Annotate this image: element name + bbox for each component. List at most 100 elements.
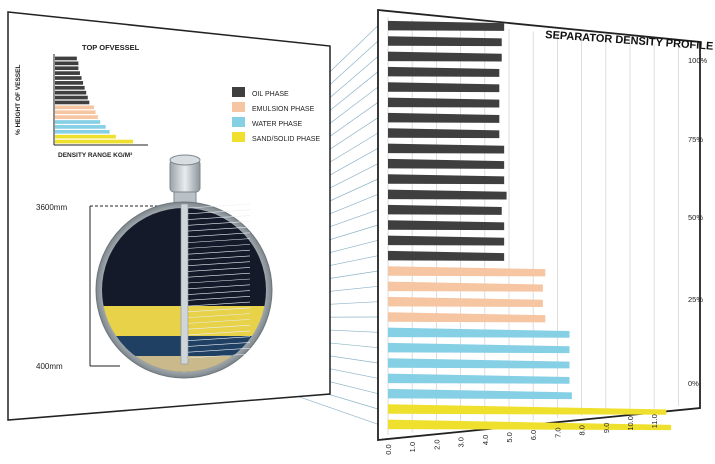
legend-label-emulsion: EMULSION PHASE bbox=[252, 106, 315, 113]
vessel-top-label: 3600mm bbox=[36, 203, 67, 212]
probe-sample-line bbox=[187, 301, 251, 307]
y-tick-label: 75% bbox=[688, 135, 703, 144]
probe-sample-line bbox=[187, 296, 251, 301]
y-tick-label: 50% bbox=[688, 213, 703, 222]
right-panel: 0.0 1.0 2.0 3.0 4.0 5.0 6.0 7.0 8.0 9.0 10.0 11.0 1… bbox=[377, 9, 714, 455]
inset-bar bbox=[55, 134, 116, 139]
chart-bar bbox=[388, 373, 570, 384]
chart-bar bbox=[388, 143, 505, 154]
chart-bar bbox=[388, 388, 572, 400]
chart-bar bbox=[388, 97, 500, 108]
chart-bar bbox=[388, 36, 502, 47]
probe-sample-line bbox=[187, 255, 251, 261]
chart-bar bbox=[388, 220, 505, 231]
inset-bar bbox=[55, 129, 110, 134]
probe-sample-line bbox=[187, 336, 251, 341]
probe-sample-line bbox=[187, 272, 251, 278]
probe-sample-line bbox=[187, 347, 251, 353]
chart-bar bbox=[388, 82, 500, 93]
inset-bar bbox=[55, 61, 79, 66]
y-tick-label: 25% bbox=[688, 295, 703, 304]
probe-sample-line bbox=[187, 307, 251, 313]
inset-bar bbox=[55, 125, 106, 129]
inset-chart-title: TOP OFVESSEL bbox=[82, 43, 140, 52]
inset-bar bbox=[55, 81, 84, 85]
probe-sample-line bbox=[187, 244, 251, 249]
inset-bar bbox=[55, 71, 80, 75]
x-tick-label: 5.0 bbox=[505, 432, 514, 442]
probe-sample-line bbox=[187, 261, 251, 266]
probe-sample-line bbox=[187, 203, 251, 209]
x-tick-label: 0.0 bbox=[384, 444, 393, 454]
inset-bar bbox=[55, 100, 90, 105]
probe-sample-line bbox=[187, 330, 251, 336]
y-tick-label: 100% bbox=[688, 56, 708, 65]
legend-label-oil: OIL PHASE bbox=[252, 91, 289, 98]
chart-bar bbox=[388, 174, 505, 185]
probe-sample-line bbox=[187, 284, 251, 290]
x-tick-label: 7.0 bbox=[553, 427, 562, 437]
chart-bar bbox=[388, 404, 667, 415]
legend: OIL PHASE EMULSION PHASE WATER PHASE SAN… bbox=[232, 87, 320, 143]
legend-swatch-oil bbox=[232, 87, 245, 97]
probe-rod bbox=[180, 203, 189, 365]
probe-sample-line bbox=[187, 319, 251, 324]
chart-bar bbox=[388, 158, 505, 169]
inset-bar bbox=[55, 90, 87, 95]
x-tick-labels: 0.0 1.0 2.0 3.0 4.0 5.0 6.0 7.0 8.0 9.0 10.0 11.0 bbox=[384, 414, 659, 455]
inset-bar bbox=[55, 110, 96, 115]
inset-bar bbox=[55, 115, 98, 119]
probe-sample-line bbox=[187, 215, 251, 220]
inset-chart-ylabel: % HEIGHT OF VESSEL bbox=[15, 65, 22, 135]
chart-bar bbox=[388, 51, 502, 62]
inset-bar bbox=[55, 85, 85, 90]
probe-lines bbox=[187, 203, 251, 359]
probe-sample-line bbox=[187, 353, 251, 359]
inset-bar bbox=[55, 95, 88, 100]
legend-label-sand: SAND/SOLID PHASE bbox=[252, 136, 320, 143]
vessel-bottom-label: 400mm bbox=[36, 362, 63, 371]
probe-sample-line bbox=[187, 313, 251, 318]
chart-bar bbox=[388, 189, 507, 200]
chart-bars bbox=[388, 20, 672, 431]
inset-bar bbox=[55, 105, 94, 110]
probe-sample-line bbox=[187, 267, 251, 272]
y-tick-label: 0% bbox=[688, 379, 699, 388]
chart-bar bbox=[388, 266, 546, 277]
probe-sample-line bbox=[187, 226, 251, 232]
height-markers: 3600mm 400mm bbox=[36, 203, 196, 371]
inset-bar bbox=[55, 120, 101, 124]
probe-sample-line bbox=[187, 221, 251, 226]
y-tick-labels: 100% 75% 50% 25% 0% bbox=[688, 56, 708, 388]
chart-bar bbox=[388, 235, 505, 246]
x-tick-label: 10.0 bbox=[626, 416, 635, 431]
legend-swatch-water bbox=[232, 117, 245, 127]
inset-bar bbox=[55, 76, 82, 80]
legend-label-water: WATER PHASE bbox=[252, 121, 303, 128]
probe-sample-line bbox=[187, 238, 251, 243]
chart-bar bbox=[388, 296, 543, 307]
probe-sample-line bbox=[187, 290, 251, 295]
x-tick-label: 4.0 bbox=[481, 435, 490, 445]
chart-bar bbox=[388, 204, 502, 215]
x-tick-label: 6.0 bbox=[529, 430, 538, 440]
sensor-cap bbox=[169, 154, 201, 166]
separator-vessel bbox=[95, 154, 273, 379]
x-tick-label: 2.0 bbox=[432, 439, 441, 449]
chart-bar bbox=[388, 112, 500, 123]
chart-bar bbox=[388, 342, 570, 354]
chart-bar bbox=[388, 20, 505, 31]
chart-bar bbox=[388, 66, 500, 77]
inset-chart: TOP OFVESSEL % HEIGHT OF VESSEL DENSITY … bbox=[15, 43, 148, 159]
x-tick-label: 3.0 bbox=[457, 437, 466, 447]
inset-chart-bars bbox=[55, 56, 133, 144]
chart-bar bbox=[388, 419, 672, 431]
x-tick-label: 11.0 bbox=[650, 414, 659, 428]
chart-bar bbox=[388, 327, 570, 338]
left-panel: TOP OFVESSEL % HEIGHT OF VESSEL DENSITY … bbox=[7, 11, 331, 421]
probe-sample-line bbox=[187, 342, 251, 347]
x-tick-label: 9.0 bbox=[602, 423, 611, 433]
legend-swatch-sand bbox=[232, 132, 245, 142]
chart-bar bbox=[388, 250, 505, 261]
